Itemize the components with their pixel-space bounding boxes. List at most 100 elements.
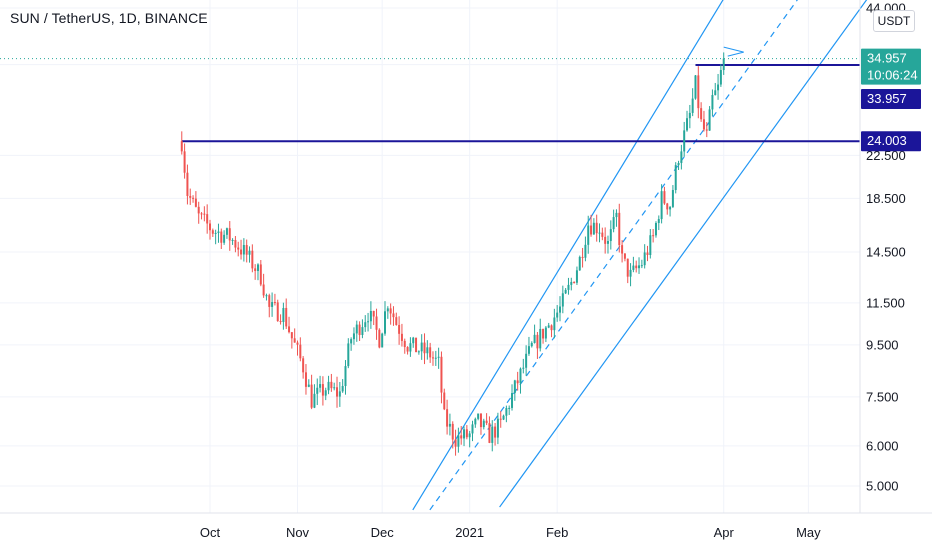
candle-body xyxy=(347,343,350,367)
candle-body xyxy=(654,222,657,236)
y-tick-label: 18.500 xyxy=(866,191,906,206)
currency-selector[interactable]: USDT xyxy=(873,10,915,32)
candlestick-series xyxy=(180,52,725,456)
candle-body xyxy=(361,327,364,335)
channel-upper-line[interactable] xyxy=(412,0,791,511)
candle-body xyxy=(711,95,714,110)
candle-body xyxy=(434,357,437,359)
candle-body xyxy=(511,393,514,408)
candle-body xyxy=(539,328,542,349)
candle-body xyxy=(615,212,618,218)
candle-body xyxy=(623,253,626,259)
candle-body xyxy=(279,321,282,323)
candle-body xyxy=(465,429,468,438)
price-axis[interactable]: 44.00034.00022.50018.50014.50011.5009.50… xyxy=(866,1,906,494)
candle-body xyxy=(443,392,446,410)
time-axis[interactable]: Oct Nov Dec 2021 Feb Apr May xyxy=(200,525,821,540)
candle-body xyxy=(527,346,530,354)
candle-body xyxy=(587,225,590,245)
y-tick-label: 14.500 xyxy=(866,244,906,259)
x-tick-label: Apr xyxy=(714,525,735,540)
candle-body xyxy=(595,222,598,234)
candle-body xyxy=(550,325,553,331)
candle-body xyxy=(578,256,581,271)
candle-body xyxy=(392,313,395,318)
candle-body xyxy=(457,435,460,447)
y-tick-label: 22.500 xyxy=(866,148,906,163)
candle-body xyxy=(225,228,228,235)
y-tick-label: 9.500 xyxy=(866,337,899,352)
candle-body xyxy=(234,239,237,248)
candle-body xyxy=(708,109,711,131)
candle-body xyxy=(350,339,353,344)
channel-lower-line[interactable] xyxy=(499,0,896,508)
candle-body xyxy=(609,229,612,242)
candle-body xyxy=(491,426,494,443)
last-price-tag-text: 34.957 xyxy=(867,51,907,66)
candle-body xyxy=(237,247,240,250)
candle-body xyxy=(406,347,409,352)
candle-body xyxy=(333,387,336,389)
candle-body xyxy=(254,268,257,271)
candle-body xyxy=(513,380,516,394)
candle-body xyxy=(324,390,327,396)
candle-body xyxy=(423,342,426,354)
candle-body xyxy=(454,439,457,447)
candle-body xyxy=(197,206,200,214)
candle-body xyxy=(203,213,206,215)
candle-body xyxy=(646,252,649,255)
candle-body xyxy=(228,228,231,241)
candle-body xyxy=(223,234,226,243)
regression-channel[interactable] xyxy=(412,0,896,511)
candle-body xyxy=(722,58,725,71)
candle-body xyxy=(355,324,358,334)
candle-body xyxy=(259,264,262,285)
projection-arrow-icon xyxy=(723,46,744,57)
candle-body xyxy=(717,84,720,91)
candle-body xyxy=(262,284,265,296)
candle-body xyxy=(598,232,601,234)
candle-body xyxy=(375,316,378,330)
candle-body xyxy=(556,312,559,318)
candle-body xyxy=(705,129,708,131)
candle-body xyxy=(482,420,485,428)
candle-body xyxy=(573,281,576,283)
candle-body xyxy=(663,191,666,204)
candle-body xyxy=(200,213,203,215)
candle-body xyxy=(186,172,189,196)
candle-body xyxy=(302,358,305,373)
candle-body xyxy=(409,343,412,352)
candle-body xyxy=(657,219,660,223)
candle-body xyxy=(206,214,209,224)
horizontal-levels[interactable] xyxy=(0,58,860,143)
candle-body xyxy=(381,333,384,348)
candle-body xyxy=(276,302,279,322)
candle-body xyxy=(451,423,454,440)
candle-body xyxy=(271,302,274,307)
candle-body xyxy=(372,310,375,317)
candle-body xyxy=(194,198,197,207)
candle-body xyxy=(559,306,561,313)
candle-body xyxy=(417,351,420,353)
candle-body xyxy=(635,265,638,269)
candle-body xyxy=(211,230,214,234)
candle-body xyxy=(398,324,401,334)
candle-body xyxy=(395,317,398,325)
candle-body xyxy=(536,334,539,349)
x-tick-label: Feb xyxy=(546,525,568,540)
candle-body xyxy=(488,423,491,443)
candle-body xyxy=(649,235,652,255)
candle-body xyxy=(686,118,689,131)
candle-body xyxy=(561,293,564,307)
candle-body xyxy=(471,424,474,434)
candle-body xyxy=(544,327,547,339)
candle-body xyxy=(612,217,615,230)
candle-body xyxy=(245,245,248,255)
candle-body xyxy=(564,289,567,294)
candle-body xyxy=(499,418,502,420)
level-tag-33957-text: 33.957 xyxy=(867,91,907,106)
candle-body xyxy=(426,347,429,354)
candle-body xyxy=(358,324,361,335)
candle-body xyxy=(192,197,195,199)
